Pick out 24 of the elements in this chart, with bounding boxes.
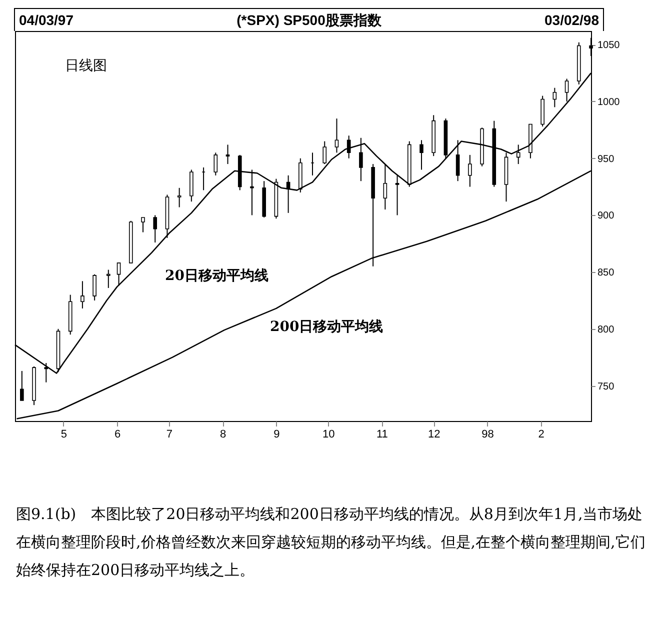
annotation: 日线图 xyxy=(65,58,107,74)
text: 03/02/98 xyxy=(544,11,599,30)
y-tick-label: 1050 xyxy=(598,40,620,52)
x-tick-label: 8 xyxy=(220,428,226,440)
x-tick-label: 7 xyxy=(166,428,173,440)
annotation: 20日移动平均线 xyxy=(165,268,268,284)
x-tick-label: 12 xyxy=(428,428,440,440)
y-tick-label: 1000 xyxy=(598,96,620,108)
x-tick-label: 2 xyxy=(538,428,544,440)
x-tick-label: 9 xyxy=(274,428,280,440)
y-tick-label: 750 xyxy=(598,381,615,392)
text: 04/03/97 xyxy=(19,11,74,30)
x-tick-label: 6 xyxy=(114,428,121,440)
annotation: 200日移动平均线 xyxy=(270,319,384,335)
y-tick-label: 900 xyxy=(598,210,615,222)
x-tick-label: 98 xyxy=(482,428,494,440)
y-tick-label: 950 xyxy=(598,154,615,165)
caption: 图9.1(b) 本图比较了20日移动平均线和200日移动平均线的情况。从8月到次年1月,当市场处在横向整理阶段时,价格曾经数次来回穿越较短期的移动平均线。但是,在整个横向整理期间,它们始终保持在200日移动平均线之上。 xyxy=(16,504,646,581)
x-tick-label: 11 xyxy=(376,428,388,440)
x-tick-label: 10 xyxy=(322,428,335,440)
chart-title: (*SPX) SP500股票指数 xyxy=(236,12,382,28)
y-tick-label: 800 xyxy=(598,324,615,336)
y-tick-label: 850 xyxy=(598,268,615,279)
x-tick-label: 5 xyxy=(60,428,67,440)
